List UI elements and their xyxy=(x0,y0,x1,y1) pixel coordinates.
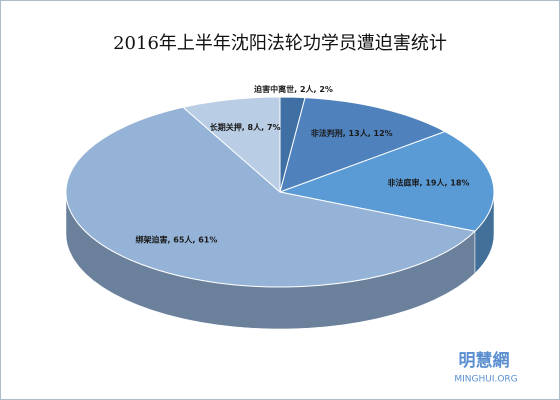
watermark-url: MINGHUI.ORG xyxy=(454,375,517,385)
data-label: 长期关押, 8人, 7% xyxy=(210,122,281,132)
data-label: 非法庭审, 19人, 18% xyxy=(388,178,470,188)
slice xyxy=(65,106,476,288)
data-label: 非法判刑, 13人, 12% xyxy=(311,128,393,138)
data-label: 绑架迫害, 65人, 61% xyxy=(135,235,217,245)
data-label: 迫害中离世, 2人, 2% xyxy=(253,84,333,94)
slice xyxy=(279,97,447,193)
chart-title: 2016年上半年沈阳法轮功学员遭迫害统计 xyxy=(113,33,447,54)
slice xyxy=(182,96,281,194)
watermark-name: 明慧網 xyxy=(459,350,510,371)
slice xyxy=(278,130,495,232)
